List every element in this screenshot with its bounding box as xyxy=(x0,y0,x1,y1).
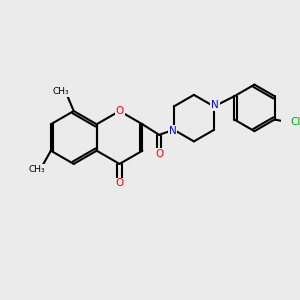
Text: Cl: Cl xyxy=(290,117,300,127)
Text: O: O xyxy=(116,178,124,188)
Text: N: N xyxy=(211,100,219,110)
Text: CH₃: CH₃ xyxy=(28,165,45,174)
Text: N: N xyxy=(169,126,176,136)
Text: O: O xyxy=(155,149,163,159)
Text: CH₃: CH₃ xyxy=(52,87,69,96)
Text: O: O xyxy=(116,106,124,116)
